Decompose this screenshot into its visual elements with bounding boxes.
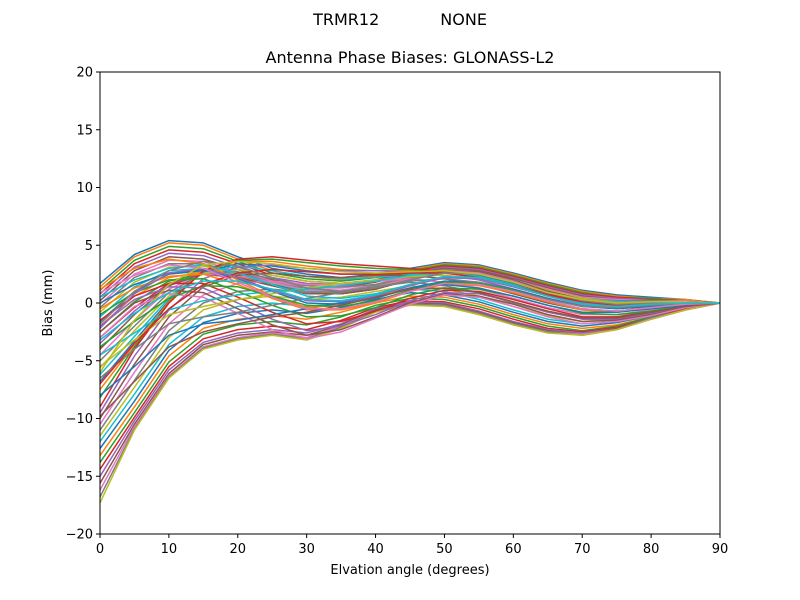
x-axis: 0 10 20 30 40 50 60 70 80 90 xyxy=(96,534,728,557)
x-axis-label: Elvation angle (degrees) xyxy=(330,563,489,578)
series-line-s47 xyxy=(99,293,721,340)
series-line-s48 xyxy=(99,277,720,379)
y-tick-label: 15 xyxy=(76,123,93,138)
series-line-s54 xyxy=(99,268,720,385)
series-line-s31 xyxy=(99,291,721,449)
y-tick-label: −5 xyxy=(74,354,93,369)
chart-title: Antenna Phase Biases: GLONASS-L2 xyxy=(265,48,555,67)
series-line-s56 xyxy=(99,287,721,417)
x-tick-label: 20 xyxy=(230,542,247,557)
series-line-s51 xyxy=(99,283,721,396)
suptitle-antenna: TRMR12 xyxy=(313,10,380,29)
series-line-s44 xyxy=(99,282,721,325)
y-tick-label: −15 xyxy=(66,470,93,485)
series-line-s57 xyxy=(99,264,721,312)
series-lines xyxy=(99,239,721,504)
x-tick-label: 10 xyxy=(161,542,178,557)
series-line-s39 xyxy=(99,302,721,504)
series-line-s38 xyxy=(99,302,721,498)
x-tick-label: 60 xyxy=(505,542,522,557)
series-line-s45 xyxy=(99,286,721,332)
y-tick-label: −10 xyxy=(66,412,93,427)
series-line-s33 xyxy=(99,297,721,463)
suptitle-radome: NONE xyxy=(440,10,487,29)
series-line-s59 xyxy=(99,260,721,373)
x-tick-label: 0 xyxy=(96,542,104,557)
y-tick-label: 0 xyxy=(85,297,93,312)
y-axis: −20 −15 −10 −5 0 5 10 15 20 xyxy=(66,66,100,543)
y-axis-label: Bias (mm) xyxy=(41,270,56,337)
y-tick-label: 5 xyxy=(85,239,93,254)
series-line-s32 xyxy=(99,295,721,456)
x-tick-label: 70 xyxy=(574,542,591,557)
x-tick-label: 80 xyxy=(643,542,660,557)
series-line-s58 xyxy=(99,260,720,325)
series-line-s43 xyxy=(99,277,721,318)
y-tick-label: 10 xyxy=(76,181,93,196)
x-tick-label: 90 xyxy=(712,542,729,557)
figure-suptitle: TRMR12 NONE xyxy=(0,10,800,29)
x-tick-label: 50 xyxy=(436,542,453,557)
x-tick-label: 40 xyxy=(367,542,384,557)
series-line-s46 xyxy=(99,289,721,337)
y-tick-label: −20 xyxy=(66,528,93,543)
x-tick-label: 30 xyxy=(298,542,315,557)
series-line-s60 xyxy=(99,275,720,341)
y-tick-label: 20 xyxy=(76,66,93,81)
